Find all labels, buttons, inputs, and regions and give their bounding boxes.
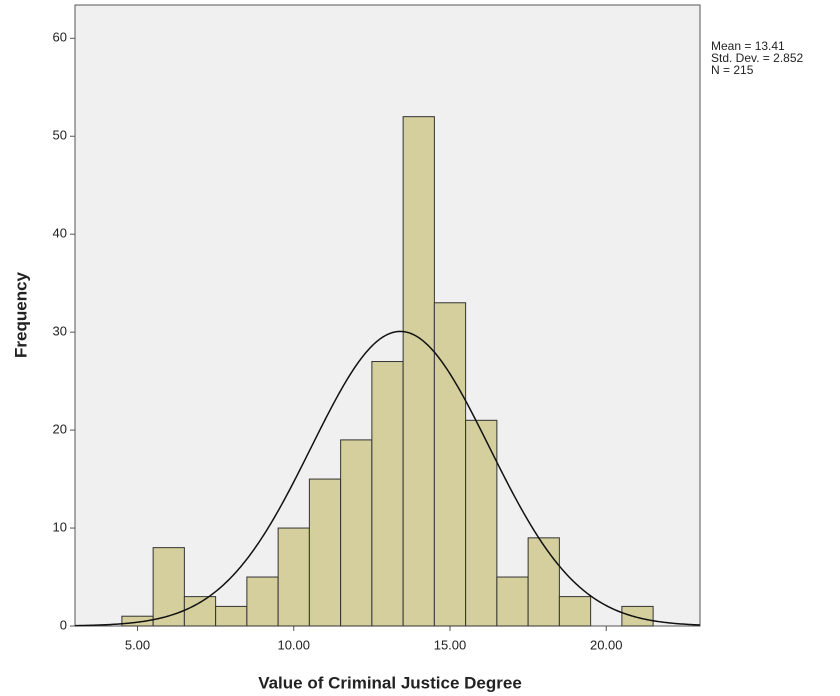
bar: [621, 605, 654, 627]
bar: [308, 478, 342, 627]
bar: [465, 419, 498, 627]
stat-note: Mean = 13.41: [711, 39, 785, 53]
bar: [527, 537, 560, 627]
x-tick-label: 15.00: [434, 637, 467, 652]
x-tick-label: 5.00: [125, 637, 150, 652]
y-tick-label: 0: [60, 617, 67, 632]
y-tick-label: 10: [53, 519, 67, 534]
x-tick-label: 20.00: [590, 637, 623, 652]
bar: [496, 576, 529, 627]
x-axis-title: Value of Criminal Justice Degree: [258, 673, 522, 692]
y-tick-label: 50: [53, 128, 67, 143]
y-axis-title: Frequency: [11, 271, 30, 358]
stat-note: N = 215: [711, 63, 754, 77]
y-tick-label: 40: [53, 226, 67, 241]
bar: [277, 527, 310, 627]
bar: [558, 596, 592, 627]
bar: [215, 605, 248, 627]
normal-curve: [74, 330, 701, 627]
y-tick-label: 20: [53, 422, 67, 437]
bar: [152, 547, 185, 627]
stat-note: Std. Dev. = 2.852: [711, 51, 803, 65]
y-tick-label: 30: [53, 324, 67, 339]
bar: [183, 596, 217, 627]
y-tick-label: 60: [53, 30, 67, 45]
bar: [402, 116, 435, 627]
bar: [246, 576, 279, 627]
bar: [340, 439, 373, 627]
bar: [371, 361, 404, 627]
x-tick-label: 10.00: [277, 637, 310, 652]
bar: [433, 302, 467, 627]
